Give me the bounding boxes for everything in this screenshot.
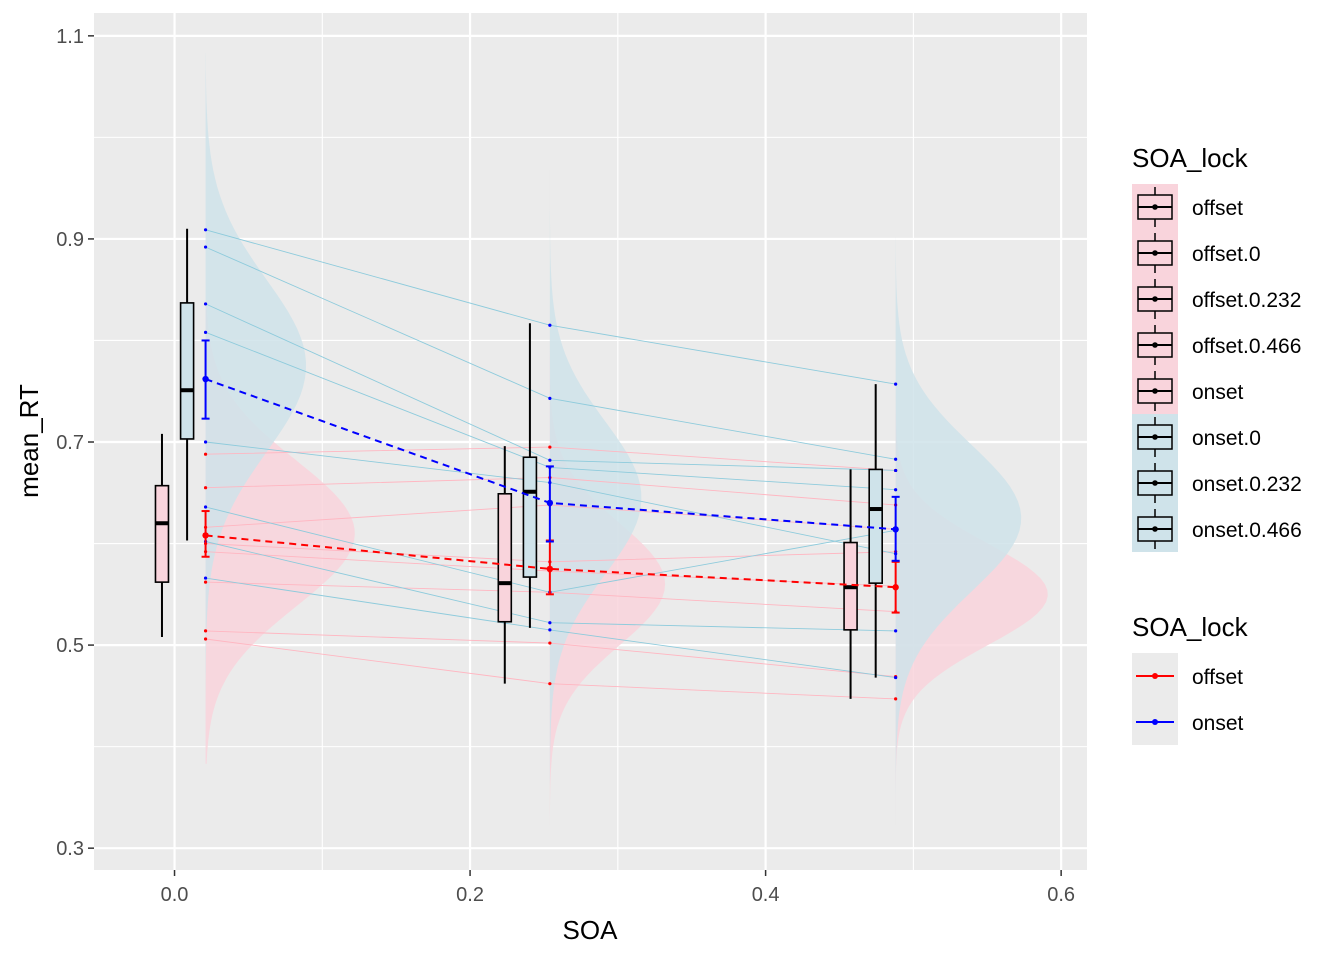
densities (205, 53, 1048, 825)
boxplot-onset-0.232 (522, 323, 538, 628)
y-tick-label: 0.3 (56, 838, 84, 860)
mean-point-onset (546, 499, 554, 507)
subject-point-offset (548, 641, 552, 645)
subject-point-offset (203, 629, 208, 633)
subject-point-onset (203, 505, 208, 509)
density-onset-0.466 (895, 236, 1022, 825)
subject-point-onset (894, 457, 898, 461)
boxplot-onset-0 (179, 228, 195, 541)
subject-point-offset (203, 580, 208, 584)
x-axis-title: SOA (563, 915, 619, 945)
legend-fill-label: onset.0.466 (1192, 519, 1302, 542)
subject-point-onset (548, 458, 552, 462)
legend-fill-label: offset.0.232 (1192, 289, 1301, 312)
boxplots (154, 228, 883, 699)
subject-point-onset (548, 396, 552, 400)
boxplot-box (154, 484, 170, 583)
legend-line-key-point (1152, 673, 1158, 679)
legend-fill-item: onset.0.466 (1132, 506, 1302, 552)
subject-point-onset (203, 440, 208, 444)
legend-fill: SOA_lock offset offset.0 offset.0.232 offse… (1132, 143, 1302, 552)
legend-line-item: offset (1132, 653, 1243, 699)
legend-fill-item: onset.0.232 (1132, 460, 1302, 506)
subject-point-offset (894, 697, 898, 701)
subject-point-onset (548, 621, 552, 625)
legend-fill-title: SOA_lock (1132, 143, 1249, 173)
legend-fill-label: offset.0 (1192, 243, 1261, 266)
legend-line: SOA_lock offset onset (1132, 612, 1249, 745)
y-tick-label: 0.7 (56, 432, 84, 454)
x-axis: 0.0 0.2 0.4 0.6 (161, 870, 1075, 906)
mean-point-offset (202, 532, 209, 539)
density-onset-0 (205, 53, 306, 722)
legend-fill-item: offset.0 (1132, 230, 1261, 276)
subject-point-offset (548, 682, 552, 686)
x-tick-label: 0.0 (161, 884, 189, 906)
y-tick-label: 0.5 (56, 635, 84, 657)
boxplot-box (179, 302, 195, 440)
legend-line-item: onset (1132, 699, 1244, 745)
subject-point-onset (894, 488, 898, 492)
mean-line-offset (205, 534, 896, 589)
legend-fill-item: offset.0.232 (1132, 276, 1301, 322)
legend-fill-label: offset (1192, 197, 1243, 220)
legend-line-key-point (1152, 719, 1158, 725)
subject-point-offset (203, 452, 208, 456)
x-tick-label: 0.6 (1047, 884, 1075, 906)
subject-point-onset (203, 330, 208, 334)
legend-key-point (1152, 526, 1158, 532)
legend-key-point (1152, 204, 1158, 210)
legend-fill-label: onset (1192, 381, 1244, 404)
legend-fill-item: offset (1132, 184, 1243, 230)
legend-fill-item: onset.0 (1132, 414, 1261, 460)
x-tick-label: 0.2 (456, 884, 484, 906)
y-axis: 0.3 0.5 0.7 0.9 1.1 (56, 26, 94, 860)
subject-point-onset (894, 675, 898, 680)
legend-fill-item: onset (1132, 368, 1244, 414)
subject-point-onset (894, 629, 898, 633)
subject-point-offset (203, 637, 208, 641)
legend-line-title: SOA_lock (1132, 612, 1249, 642)
subject-point-offset (203, 486, 208, 490)
legend-key-point (1152, 434, 1158, 440)
boxplot-box (868, 468, 883, 584)
legend-line-label: offset (1192, 666, 1243, 689)
subject-point-onset (894, 468, 898, 473)
legend-key-point (1152, 250, 1158, 256)
legend-key-point (1152, 388, 1158, 394)
subject-point-onset (894, 382, 898, 386)
mean-point-onset (892, 526, 899, 533)
subject-point-onset (203, 228, 208, 232)
legend-key-point (1152, 480, 1158, 486)
y-tick-label: 1.1 (56, 26, 84, 48)
boxplot-offset-0 (154, 433, 170, 637)
subject-point-onset (203, 302, 208, 306)
subject-point-onset (203, 245, 208, 249)
subject-point-onset (548, 628, 552, 632)
mean-point-onset (202, 375, 209, 383)
legend-fill-label: offset.0.466 (1192, 335, 1301, 358)
subject-point-offset (548, 445, 552, 449)
y-axis-title: mean_RT (14, 384, 44, 498)
density-onset-0.232 (549, 169, 642, 785)
boxplot-box (497, 492, 513, 623)
boxplot-offset-0.466 (843, 469, 858, 699)
legend-fill-label: onset.0.232 (1192, 473, 1302, 496)
boxplot-box (522, 456, 538, 578)
mean-point-offset (892, 584, 899, 591)
legend-fill-item: offset.0.466 (1132, 322, 1301, 368)
legend-fill-label: onset.0 (1192, 427, 1261, 450)
legend-key-point (1152, 342, 1158, 348)
legend-line-label: onset (1192, 712, 1244, 735)
subject-point-onset (203, 576, 208, 580)
subject-point-onset (548, 323, 552, 327)
mean-lines (201, 339, 900, 614)
boxplot-onset-0.466 (868, 384, 883, 678)
mean-point-offset (546, 565, 554, 573)
x-tick-label: 0.4 (752, 884, 780, 906)
y-tick-label: 0.9 (56, 229, 84, 251)
legend-key-point (1152, 296, 1158, 302)
